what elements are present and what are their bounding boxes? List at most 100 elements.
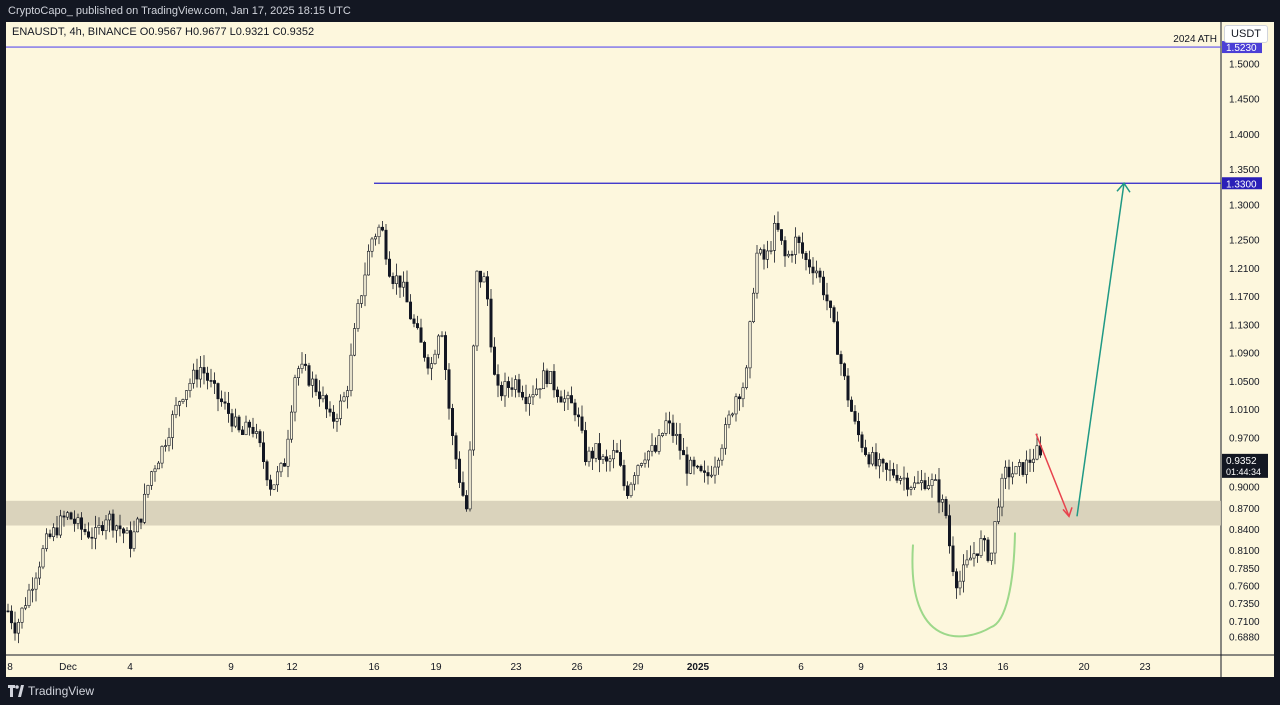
candle-body	[755, 252, 759, 294]
candle-body	[772, 222, 776, 251]
candle-body	[692, 459, 696, 467]
price-chart[interactable]: 2024 ATH 1.5000 1.4500 1.4000 1.3500 1.3000 1.…	[6, 22, 1274, 677]
candle-body	[192, 369, 196, 384]
candle-body	[328, 408, 332, 413]
price-label-box	[1222, 177, 1262, 190]
candle-body	[244, 421, 248, 435]
candle-body	[342, 396, 346, 402]
candle-body	[783, 240, 787, 257]
candle-body	[650, 445, 654, 452]
candle-body	[261, 442, 265, 462]
x-tick-label: 20	[1078, 662, 1090, 673]
candle-body	[695, 465, 699, 468]
candle-body	[317, 391, 321, 400]
candle-body	[723, 424, 727, 449]
candle-body	[331, 411, 335, 422]
candle-body	[734, 396, 738, 415]
candle-body	[765, 250, 769, 260]
candle-body	[167, 437, 171, 446]
chart-area[interactable]: 2024 ATH 1.5000 1.4500 1.4000 1.3500 1.3000 1.…	[6, 22, 1274, 677]
candle-body	[51, 527, 55, 537]
candle-body	[769, 250, 773, 252]
candle-body	[475, 270, 479, 347]
candle-body	[881, 459, 885, 464]
candle-body	[230, 413, 234, 427]
candle-body	[905, 477, 909, 490]
candle-body	[345, 390, 349, 398]
candle-body	[482, 276, 486, 283]
candle-body	[996, 506, 1000, 522]
candle-body	[800, 242, 804, 254]
candle-body	[688, 459, 692, 474]
y-tick-label: 0.9700	[1229, 433, 1260, 444]
candle-body	[930, 479, 934, 486]
candle-body	[706, 472, 710, 477]
candle-body	[387, 258, 391, 277]
candle-body	[874, 452, 878, 467]
candle-body	[513, 379, 517, 390]
candle-body	[380, 226, 384, 231]
y-tick-label: 1.2100	[1229, 264, 1260, 275]
candle-body	[41, 548, 45, 568]
candle-body	[699, 465, 703, 472]
candle-body	[891, 469, 895, 476]
candle-body	[702, 470, 706, 473]
tradingview-logo-icon	[8, 685, 24, 697]
candle-body	[178, 401, 182, 406]
candle-body	[744, 367, 748, 388]
candle-body	[129, 530, 133, 549]
candle-body	[293, 377, 297, 413]
support-zone	[6, 500, 1221, 526]
candle-body	[366, 250, 370, 276]
y-tick-label: 0.7100	[1229, 617, 1260, 628]
candle-body	[62, 515, 66, 518]
x-tick-label: 26	[571, 662, 583, 673]
candle-body	[562, 398, 566, 403]
currency-badge[interactable]: USDT	[1224, 25, 1268, 43]
candle-body	[461, 482, 465, 496]
candle-body	[188, 383, 192, 391]
candle-body	[314, 378, 318, 393]
candle-body	[657, 435, 661, 452]
candle-body	[324, 395, 328, 410]
candle-body	[468, 449, 472, 510]
candle-body	[492, 346, 496, 375]
y-tick-label: 0.7600	[1229, 581, 1260, 592]
candle-body	[552, 371, 556, 391]
candle-body	[615, 450, 619, 453]
candle-body	[636, 465, 640, 476]
candle-body	[108, 513, 112, 521]
candle-body	[405, 281, 409, 303]
candle-body	[359, 295, 363, 304]
candle-body	[471, 345, 475, 451]
candle-body	[412, 318, 416, 324]
candle-body	[793, 236, 797, 255]
countdown-text: 01:44:34	[1226, 467, 1261, 477]
candle-body	[206, 372, 210, 381]
candle-body	[814, 270, 818, 274]
candle-body	[580, 416, 584, 431]
candle-body	[426, 357, 430, 369]
candle-body	[587, 450, 591, 463]
candle-body	[559, 396, 563, 403]
candle-body	[352, 328, 356, 356]
y-tick-label: 0.7350	[1229, 599, 1260, 610]
candle-body	[503, 381, 507, 397]
candle-body	[1007, 466, 1011, 478]
candle-body	[55, 527, 59, 536]
x-tick-label: 13	[936, 662, 948, 673]
x-tick-label: 29	[632, 662, 644, 673]
candle-body	[758, 249, 762, 254]
candle-body	[790, 254, 794, 256]
candle-body	[1017, 462, 1021, 467]
candle-body	[300, 363, 304, 369]
tradingview-logo[interactable]: TradingView	[8, 684, 94, 698]
candle-body	[457, 458, 461, 483]
candle-body	[818, 270, 822, 278]
candle-body	[37, 566, 41, 579]
tradingview-brand-text: TradingView	[28, 684, 95, 698]
candle-body	[510, 387, 514, 390]
candle-body	[20, 607, 24, 623]
candle-body	[895, 474, 899, 481]
candle-body	[576, 414, 580, 418]
